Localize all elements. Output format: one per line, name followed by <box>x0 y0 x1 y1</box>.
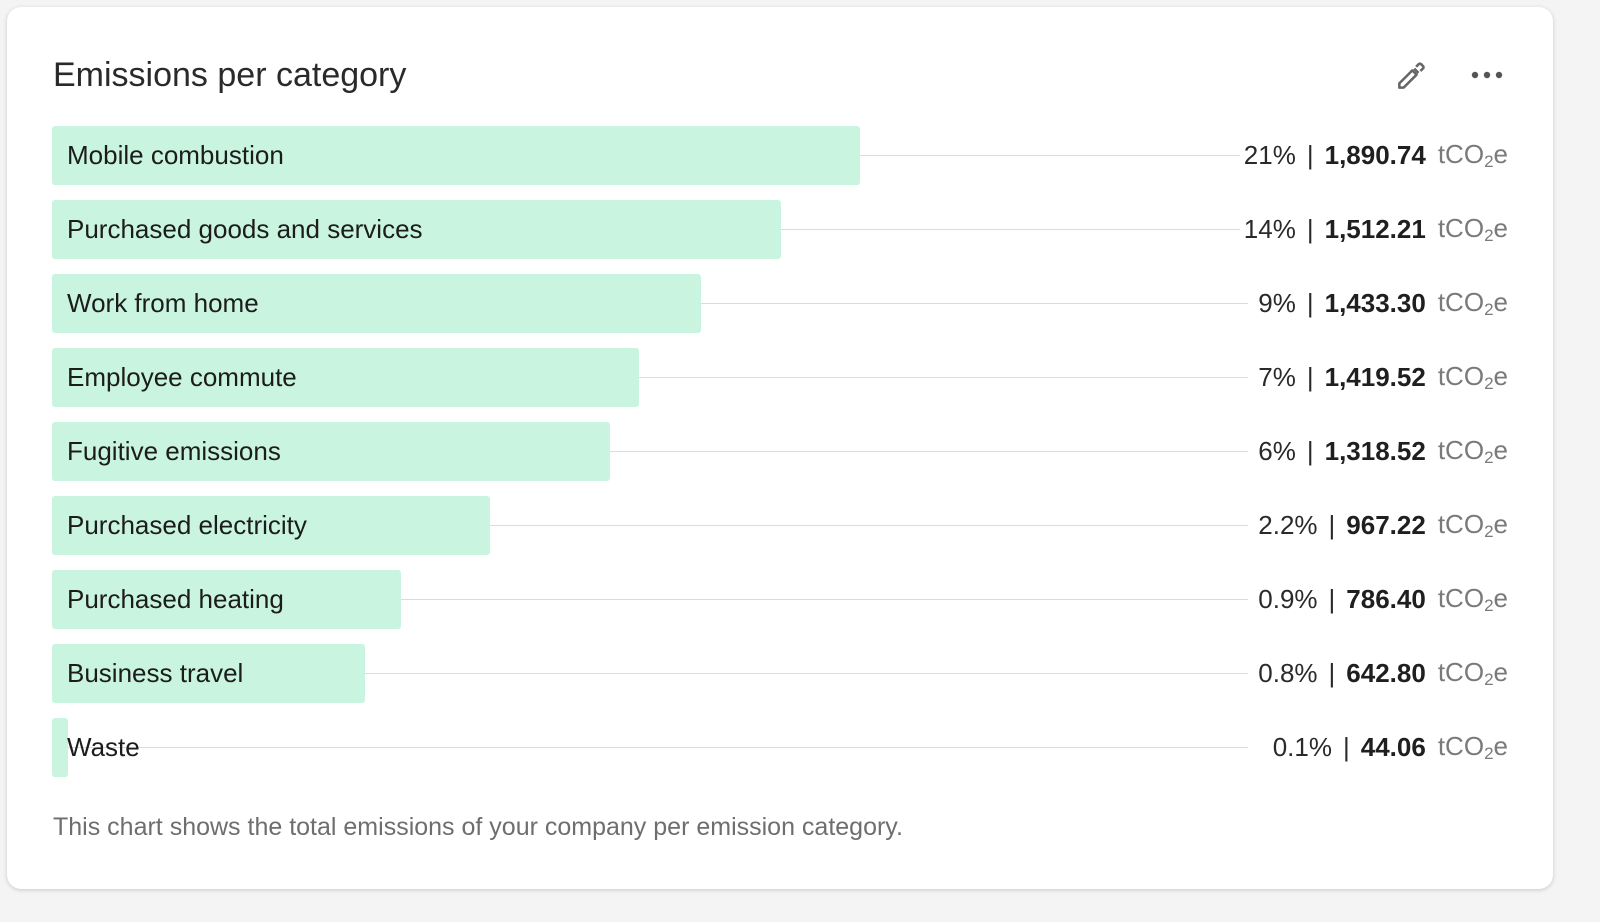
separator: | <box>1328 658 1336 688</box>
unit-label: tCO2e <box>1437 731 1508 763</box>
more-options-button[interactable] <box>1467 55 1507 95</box>
category-label: Business travel <box>67 658 244 688</box>
chart-row: Purchased heating 0.9% | 786.40 tCO2e <box>52 570 1508 629</box>
chart-row: Purchased electricity 2.2% | 967.22 tCO2e <box>52 496 1508 555</box>
unit-label: tCO2e <box>1437 361 1508 393</box>
value-label: 21% | 1,890.74 tCO2e <box>1239 126 1508 185</box>
percent-label: 0.9% <box>1258 584 1318 614</box>
percent-label: 9% <box>1258 288 1296 318</box>
category-label: Employee commute <box>67 362 297 392</box>
percent-label: 0.1% <box>1272 732 1332 762</box>
chart-bar <box>52 644 365 703</box>
chart-row: Fugitive emissions 6% | 1,318.52 tCO2e <box>52 422 1508 481</box>
category-label: Waste <box>67 732 140 762</box>
chart-row: Waste 0.1% | 44.06 tCO2e <box>52 718 1508 777</box>
guide-line <box>860 155 1248 156</box>
bar-chart: Mobile combustion 21% | 1,890.74 tCO2e Purcha… <box>52 126 1508 792</box>
emissions-card: Emissions per category Mobile combustion… <box>7 7 1553 889</box>
separator: | <box>1306 288 1314 318</box>
chart-description: This chart shows the total emissions of … <box>53 813 903 841</box>
separator: | <box>1306 214 1314 244</box>
category-label: Fugitive emissions <box>67 436 281 466</box>
separator: | <box>1306 140 1314 170</box>
percent-label: 7% <box>1258 362 1296 392</box>
chart-bar <box>52 718 68 777</box>
guide-line <box>401 599 1248 600</box>
separator: | <box>1342 732 1350 762</box>
emission-value: 1,318.52 <box>1324 436 1426 466</box>
separator: | <box>1328 584 1336 614</box>
value-label: 0.1% | 44.06 tCO2e <box>1268 718 1508 777</box>
chart-row: Mobile combustion 21% | 1,890.74 tCO2e <box>52 126 1508 185</box>
chart-bar <box>52 422 610 481</box>
percent-label: 0.8% <box>1258 658 1318 688</box>
category-label: Purchased goods and services <box>67 214 423 244</box>
value-label: 0.8% | 642.80 tCO2e <box>1254 644 1508 703</box>
category-label: Work from home <box>67 288 259 318</box>
emission-value: 1,512.21 <box>1324 214 1426 244</box>
guide-line <box>490 525 1248 526</box>
unit-label: tCO2e <box>1437 509 1508 541</box>
value-label: 7% | 1,419.52 tCO2e <box>1254 348 1508 407</box>
category-label: Mobile combustion <box>67 140 284 170</box>
emission-value: 967.22 <box>1346 510 1426 540</box>
chart-bar <box>52 126 860 185</box>
edit-button[interactable] <box>1392 55 1432 95</box>
guide-line <box>781 229 1248 230</box>
unit-label: tCO2e <box>1437 583 1508 615</box>
chart-row: Work from home 9% | 1,433.30 tCO2e <box>52 274 1508 333</box>
separator: | <box>1306 436 1314 466</box>
unit-label: tCO2e <box>1437 213 1508 245</box>
guide-line <box>610 451 1248 452</box>
chart-row: Business travel 0.8% | 642.80 tCO2e <box>52 644 1508 703</box>
unit-label: tCO2e <box>1437 435 1508 467</box>
more-horizontal-icon <box>1471 71 1503 79</box>
unit-label: tCO2e <box>1437 657 1508 689</box>
category-label: Purchased heating <box>67 584 284 614</box>
chart-bar <box>52 570 401 629</box>
chart-bar <box>52 348 639 407</box>
value-label: 0.9% | 786.40 tCO2e <box>1254 570 1508 629</box>
percent-label: 14% <box>1243 214 1296 244</box>
guide-line <box>365 673 1248 674</box>
guide-line <box>701 303 1248 304</box>
emission-value: 642.80 <box>1346 658 1426 688</box>
unit-label: tCO2e <box>1437 139 1508 171</box>
value-label: 14% | 1,512.21 tCO2e <box>1239 200 1508 259</box>
emission-value: 1,419.52 <box>1324 362 1426 392</box>
value-label: 6% | 1,318.52 tCO2e <box>1254 422 1508 481</box>
emission-value: 44.06 <box>1360 732 1426 762</box>
value-label: 9% | 1,433.30 tCO2e <box>1254 274 1508 333</box>
chart-row: Purchased goods and services 14% | 1,512.21… <box>52 200 1508 259</box>
emission-value: 1,433.30 <box>1324 288 1426 318</box>
separator: | <box>1306 362 1314 392</box>
guide-line <box>639 377 1248 378</box>
card-title: Emissions per category <box>53 56 407 94</box>
emission-value: 786.40 <box>1346 584 1426 614</box>
percent-label: 6% <box>1258 436 1296 466</box>
chart-bar <box>52 200 781 259</box>
emission-value: 1,890.74 <box>1324 140 1426 170</box>
category-label: Purchased electricity <box>67 510 307 540</box>
guide-line <box>68 747 1248 748</box>
chart-bar <box>52 496 490 555</box>
chart-bar <box>52 274 701 333</box>
chart-row: Employee commute 7% | 1,419.52 tCO2e <box>52 348 1508 407</box>
separator: | <box>1328 510 1336 540</box>
unit-label: tCO2e <box>1437 287 1508 319</box>
pencil-icon <box>1398 62 1425 89</box>
percent-label: 21% <box>1243 140 1296 170</box>
percent-label: 2.2% <box>1258 510 1318 540</box>
value-label: 2.2% | 967.22 tCO2e <box>1254 496 1508 555</box>
